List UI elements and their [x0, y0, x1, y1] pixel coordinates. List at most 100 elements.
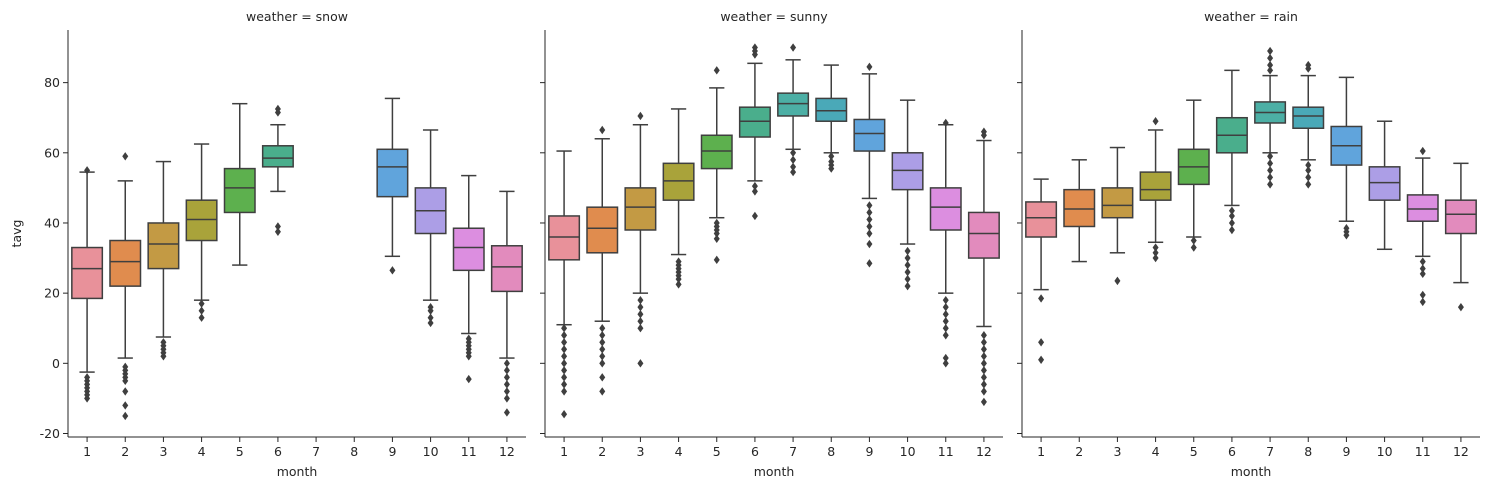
x-tick-label: 7: [789, 444, 797, 459]
outlier-point: [980, 331, 987, 340]
x-tick-label: 6: [751, 444, 759, 459]
x-tick-label: 10: [900, 444, 916, 459]
box-month-4: [662, 108, 695, 289]
y-tick-label: 20: [44, 286, 60, 301]
outlier-point: [561, 359, 568, 368]
x-tick-label: 3: [1113, 444, 1121, 459]
outlier-point: [160, 352, 167, 361]
outlier-point: [561, 345, 568, 354]
outlier-point: [942, 359, 949, 368]
outlier-point: [122, 387, 129, 396]
iqr-box: [1025, 201, 1058, 238]
outlier-point: [1419, 264, 1426, 273]
outlier-point: [1190, 243, 1197, 252]
outlier-point: [1267, 152, 1274, 161]
outlier-point: [637, 111, 644, 121]
outlier-point: [198, 299, 205, 308]
outlier-point: [980, 131, 987, 140]
iqr-box: [376, 148, 409, 198]
outlier-point: [980, 380, 987, 389]
iqr-box: [586, 206, 619, 254]
box-month-1: [548, 150, 581, 419]
outlier-point: [599, 359, 606, 368]
outlier-point: [637, 317, 644, 326]
outlier-point: [503, 359, 510, 368]
box-month-3: [1101, 146, 1134, 286]
outlier-point: [389, 266, 396, 275]
iqr-box: [109, 239, 142, 287]
x-tick-label: 10: [1377, 444, 1393, 459]
x-tick-label: 12: [1453, 444, 1469, 459]
box-month-8: [1292, 60, 1325, 189]
outlier-point: [980, 352, 987, 361]
outlier-point: [465, 374, 472, 384]
outlier-point: [904, 267, 911, 277]
outlier-point: [904, 246, 911, 256]
outlier-point: [198, 306, 205, 315]
outlier-point: [503, 394, 510, 403]
outlier-point: [122, 401, 129, 410]
x-tick-label: 11: [1415, 444, 1431, 459]
iqr-box: [1406, 194, 1439, 222]
outlier-point: [1267, 46, 1274, 56]
outlier-point: [637, 309, 644, 319]
x-axis-label: month: [754, 464, 795, 479]
x-tick-label: 5: [713, 444, 721, 459]
iqr-box: [1292, 106, 1325, 129]
outlier-point: [980, 397, 987, 407]
outlier-point: [980, 345, 987, 354]
x-tick-label: 11: [461, 444, 477, 459]
iqr-box: [71, 246, 104, 300]
box-month-3: [624, 111, 657, 368]
outlier-point: [1228, 225, 1235, 235]
iqr-box: [185, 199, 218, 242]
box-month-7: [777, 43, 810, 177]
box-month-5: [223, 102, 256, 266]
outlier-point: [637, 324, 644, 333]
outlier-point: [1267, 159, 1274, 168]
iqr-box: [223, 167, 256, 214]
x-tick-label: 11: [938, 444, 954, 459]
outlier-point: [198, 313, 205, 322]
outlier-point: [904, 253, 911, 263]
outlier-point: [427, 318, 434, 328]
outlier-point: [1419, 269, 1426, 279]
outlier-point: [1305, 173, 1312, 182]
box-month-9: [853, 62, 886, 268]
outlier-point: [599, 324, 606, 333]
outlier-point: [1267, 166, 1274, 175]
outlier-point: [1267, 60, 1274, 70]
y-tick-label: -20: [40, 426, 60, 441]
outlier-point: [427, 306, 434, 315]
x-tick-label: 4: [198, 444, 206, 459]
x-tick-label: 2: [598, 444, 606, 459]
x-tick-label: 2: [1075, 444, 1083, 459]
outlier-point: [828, 164, 835, 173]
iqr-box: [700, 134, 733, 170]
outlier-point: [274, 222, 281, 231]
outlier-point: [942, 302, 949, 312]
outlier-point: [1419, 146, 1426, 156]
outlier-point: [503, 380, 510, 389]
box-month-4: [1139, 117, 1172, 263]
outlier-point: [904, 281, 911, 291]
outlier-point: [828, 152, 835, 161]
outlier-point: [980, 373, 987, 382]
outlier-point: [790, 162, 797, 172]
outlier-point: [866, 239, 873, 249]
outlier-point: [561, 338, 568, 347]
outlier-point: [1267, 53, 1274, 63]
outlier-point: [1267, 66, 1274, 75]
box-month-7: [1254, 46, 1287, 189]
x-tick-label: 7: [312, 444, 320, 459]
box-month-4: [185, 143, 218, 322]
outlier-point: [503, 387, 510, 396]
outlier-point: [637, 302, 644, 312]
box-month-11: [1406, 146, 1439, 307]
outlier-point: [790, 155, 797, 165]
box-month-2: [586, 125, 619, 396]
iqr-box: [891, 152, 924, 191]
outlier-point: [1114, 276, 1121, 286]
